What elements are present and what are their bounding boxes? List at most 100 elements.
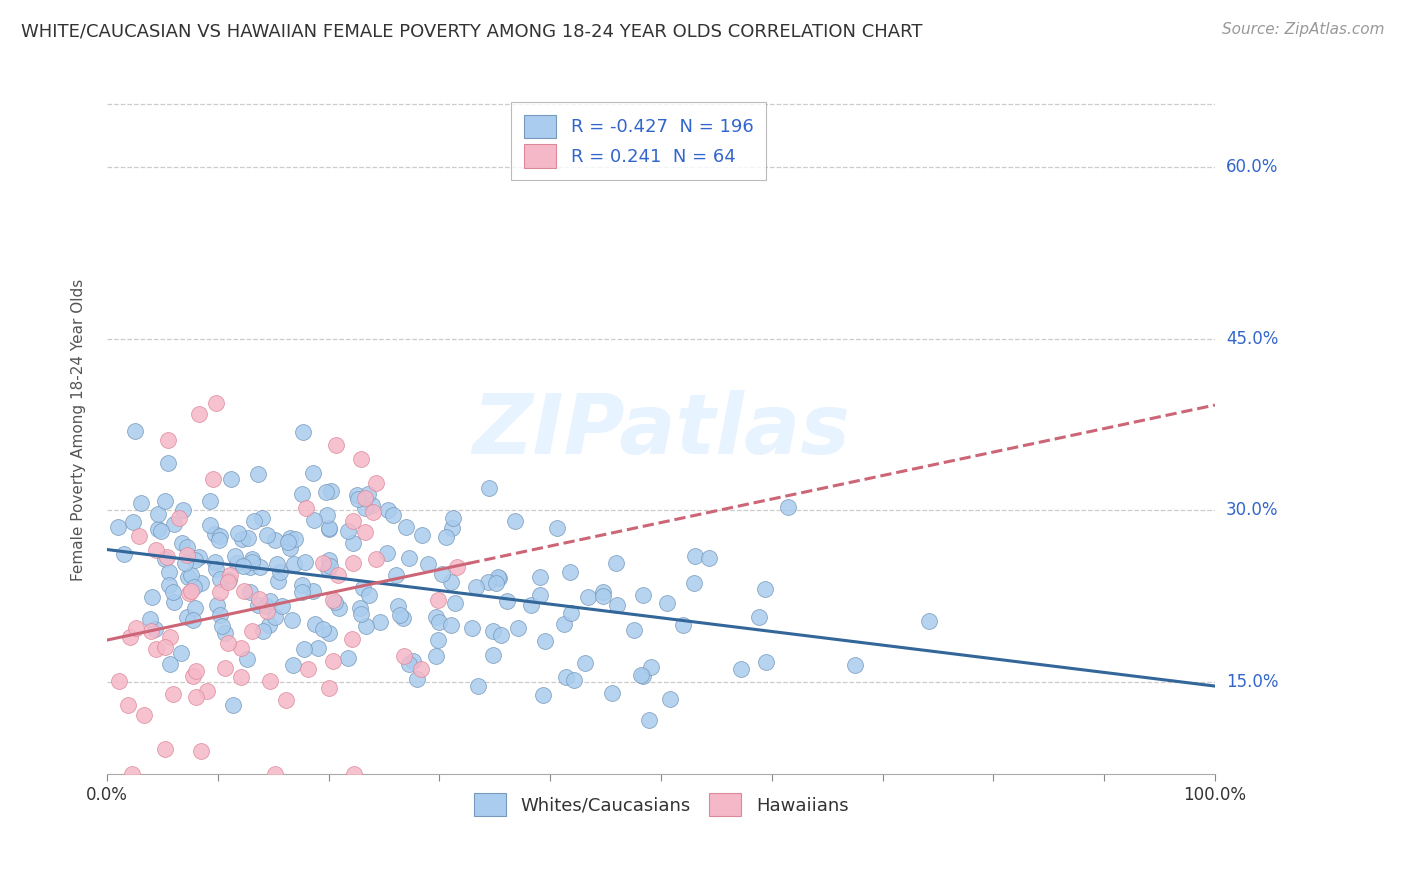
Point (195, 684, 218, 698)
Point (162, 585, 184, 599)
Point (546, 521, 568, 535)
Point (153, 552, 176, 566)
Point (291, 585, 314, 599)
Point (146, 522, 169, 536)
Point (304, 513, 326, 527)
Point (478, 482, 501, 496)
Point (233, 583, 256, 598)
Point (205, 562, 228, 576)
Point (353, 524, 375, 539)
Point (226, 556, 249, 570)
Point (354, 491, 377, 506)
Point (321, 483, 343, 498)
Point (555, 670, 578, 684)
Point (482, 648, 505, 662)
Point (319, 559, 342, 574)
Text: 15.0%: 15.0% (1226, 673, 1278, 691)
Point (236, 652, 259, 666)
Point (274, 693, 297, 707)
Point (325, 438, 347, 452)
Point (485, 576, 508, 591)
Point (291, 425, 314, 439)
Point (204, 555, 226, 569)
Text: 45.0%: 45.0% (1226, 329, 1278, 348)
Point (918, 614, 941, 628)
Point (184, 600, 207, 615)
Point (659, 691, 682, 706)
Text: 30.0%: 30.0% (1226, 501, 1278, 519)
Point (630, 668, 652, 682)
Point (322, 654, 344, 668)
Point (121, 515, 143, 529)
Point (444, 595, 467, 609)
Point (167, 511, 190, 525)
Point (304, 616, 326, 631)
Point (318, 521, 340, 535)
Point (496, 594, 519, 608)
Point (240, 555, 263, 569)
Point (157, 433, 180, 447)
Point (214, 626, 236, 640)
Point (129, 496, 152, 510)
Point (162, 687, 184, 701)
Point (281, 613, 304, 627)
Point (270, 599, 292, 613)
Point (204, 526, 226, 541)
Text: 60.0%: 60.0% (1226, 158, 1278, 176)
Point (208, 529, 231, 543)
Point (181, 669, 204, 683)
Point (205, 598, 228, 612)
Point (558, 566, 581, 580)
Point (461, 621, 484, 635)
Point (359, 588, 381, 602)
Text: Source: ZipAtlas.com: Source: ZipAtlas.com (1222, 22, 1385, 37)
Point (486, 570, 509, 584)
Point (269, 565, 291, 579)
Point (236, 531, 259, 545)
Point (180, 568, 202, 582)
Point (291, 487, 314, 501)
Point (284, 532, 307, 546)
Text: WHITE/CAUCASIAN VS HAWAIIAN FEMALE POVERTY AMONG 18-24 YEAR OLDS CORRELATION CHA: WHITE/CAUCASIAN VS HAWAIIAN FEMALE POVER… (21, 22, 922, 40)
Point (231, 532, 253, 546)
Point (302, 583, 325, 598)
Point (283, 558, 305, 572)
Point (434, 530, 457, 544)
Point (342, 536, 364, 550)
Point (606, 598, 628, 612)
Point (294, 555, 316, 569)
Point (239, 585, 262, 599)
Point (124, 621, 146, 635)
Point (188, 549, 211, 564)
Text: ZIPatlas: ZIPatlas (472, 390, 851, 471)
Point (520, 598, 543, 612)
Point (576, 590, 599, 604)
Point (323, 595, 346, 609)
Point (349, 607, 371, 621)
Point (381, 508, 404, 522)
Point (402, 654, 425, 668)
Point (506, 621, 529, 635)
Point (318, 681, 340, 695)
Point (553, 617, 575, 632)
Point (247, 592, 270, 607)
Point (446, 559, 468, 574)
Point (292, 641, 315, 656)
Point (181, 613, 204, 627)
Point (427, 615, 450, 629)
Point (200, 493, 222, 508)
Point (574, 656, 596, 670)
Point (748, 610, 770, 624)
Point (531, 688, 554, 702)
Point (467, 679, 489, 693)
Point (278, 531, 301, 545)
Point (184, 690, 207, 705)
Point (366, 551, 388, 566)
Point (118, 630, 141, 644)
Point (312, 557, 335, 571)
Point (346, 488, 368, 502)
Point (247, 598, 270, 612)
Point (600, 685, 623, 699)
Point (145, 542, 167, 557)
Point (240, 624, 263, 639)
